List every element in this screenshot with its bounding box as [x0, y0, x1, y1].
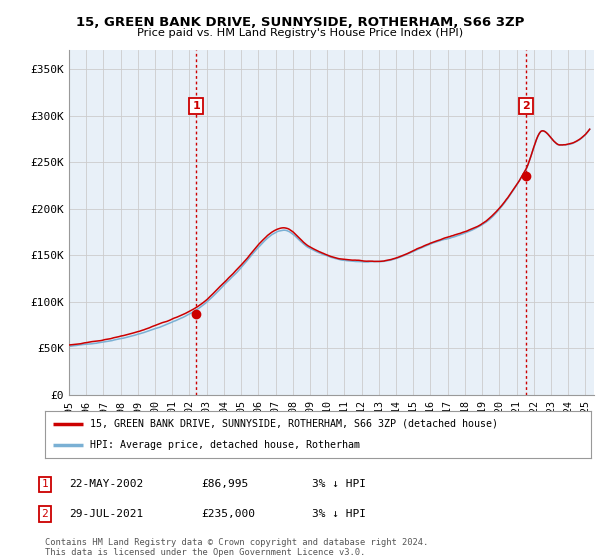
Text: 1: 1: [193, 101, 200, 111]
Text: 3% ↓ HPI: 3% ↓ HPI: [312, 509, 366, 519]
Text: Price paid vs. HM Land Registry's House Price Index (HPI): Price paid vs. HM Land Registry's House …: [137, 28, 463, 38]
Text: 3% ↓ HPI: 3% ↓ HPI: [312, 479, 366, 489]
Text: HPI: Average price, detached house, Rotherham: HPI: Average price, detached house, Roth…: [90, 440, 360, 450]
Text: 2: 2: [522, 101, 530, 111]
Text: 15, GREEN BANK DRIVE, SUNNYSIDE, ROTHERHAM, S66 3ZP: 15, GREEN BANK DRIVE, SUNNYSIDE, ROTHERH…: [76, 16, 524, 29]
Text: 2: 2: [41, 509, 49, 519]
Text: 1: 1: [41, 479, 49, 489]
Text: 29-JUL-2021: 29-JUL-2021: [69, 509, 143, 519]
Text: Contains HM Land Registry data © Crown copyright and database right 2024.
This d: Contains HM Land Registry data © Crown c…: [45, 538, 428, 557]
Text: £86,995: £86,995: [201, 479, 248, 489]
Text: £235,000: £235,000: [201, 509, 255, 519]
Text: 22-MAY-2002: 22-MAY-2002: [69, 479, 143, 489]
Text: 15, GREEN BANK DRIVE, SUNNYSIDE, ROTHERHAM, S66 3ZP (detached house): 15, GREEN BANK DRIVE, SUNNYSIDE, ROTHERH…: [90, 418, 498, 428]
